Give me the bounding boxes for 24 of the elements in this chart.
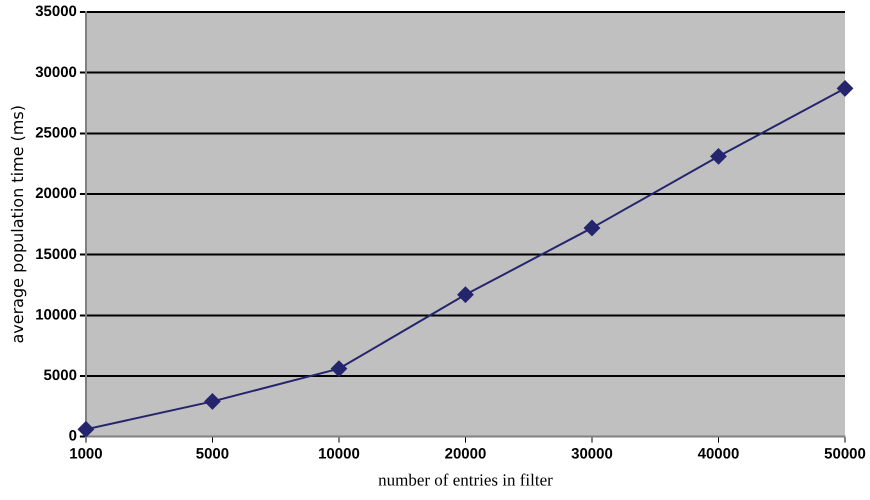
x-tick-label: 30000 xyxy=(571,446,613,463)
y-tick-label: 20000 xyxy=(35,185,77,202)
point xyxy=(584,220,600,236)
y-axis-title: average population time (ms) xyxy=(8,105,27,344)
point xyxy=(837,80,853,96)
y-tick-label: 0 xyxy=(68,428,77,445)
y-tick-label: 30000 xyxy=(35,64,77,81)
x-tick-label: 40000 xyxy=(698,446,740,463)
y-tick-label: 10000 xyxy=(35,306,77,324)
y-tick-label: 35000 xyxy=(35,3,77,20)
point xyxy=(457,286,474,303)
point xyxy=(204,393,220,410)
x-tick-label: 1000 xyxy=(69,446,103,463)
y-tick-label: 25000 xyxy=(35,124,77,142)
x-tick-label: 5000 xyxy=(196,446,230,463)
x-tick-label: 10000 xyxy=(318,446,360,463)
y-tick-label: 15000 xyxy=(35,246,77,263)
point xyxy=(710,148,726,164)
x-tick-label: 20000 xyxy=(444,446,486,463)
x-tick-label: 50000 xyxy=(824,446,866,463)
point xyxy=(330,360,347,377)
x-axis-title: number of entries in filter xyxy=(378,470,554,490)
y-tick-label: 5000 xyxy=(44,367,77,384)
point xyxy=(78,421,94,437)
